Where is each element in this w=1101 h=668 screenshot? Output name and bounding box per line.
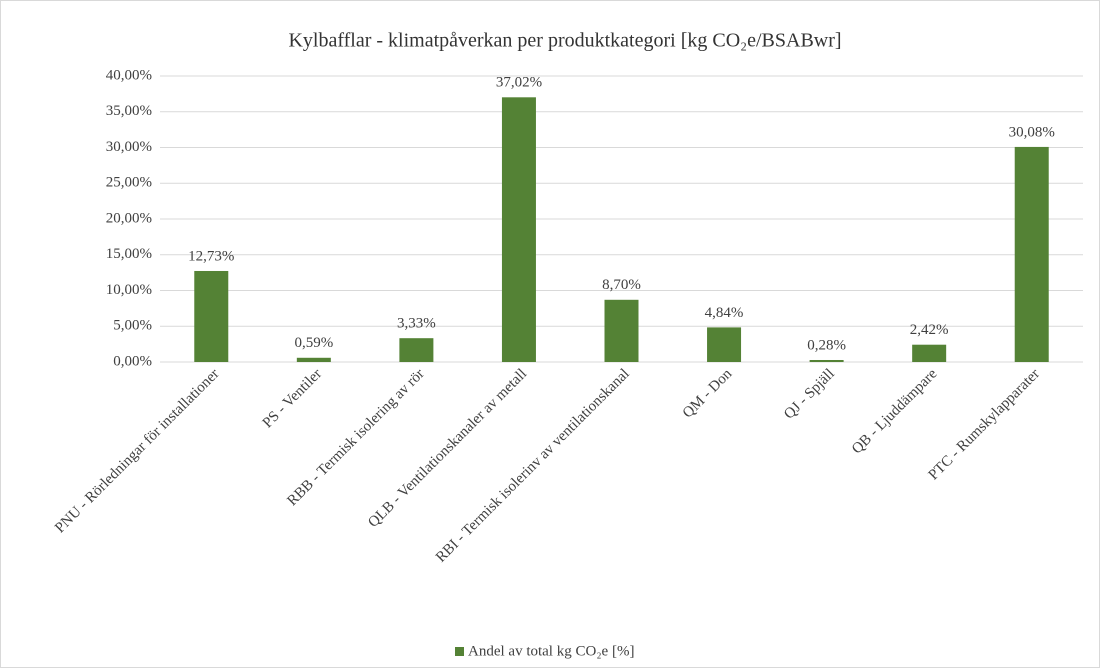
- data-label: 8,70%: [602, 277, 641, 293]
- data-label: 12,73%: [188, 248, 234, 264]
- data-label: 2,42%: [910, 322, 949, 338]
- data-label: 3,33%: [397, 316, 436, 332]
- y-tick-label: 40,00%: [106, 67, 152, 83]
- y-tick-label: 30,00%: [106, 139, 152, 155]
- y-tick-label: 5,00%: [113, 318, 152, 334]
- data-label: 37,02%: [496, 75, 542, 91]
- y-tick-label: 20,00%: [106, 210, 152, 226]
- data-label: 4,84%: [705, 305, 744, 321]
- bar: [1014, 146, 1049, 362]
- data-label: 30,08%: [1009, 124, 1055, 140]
- chart-title: Kylbafflar - klimatpåverkan per produktk…: [288, 30, 841, 52]
- data-label: 0,59%: [294, 335, 333, 351]
- y-tick-label: 10,00%: [106, 282, 152, 298]
- y-tick-label: 15,00%: [106, 246, 152, 262]
- bar: [809, 359, 844, 362]
- y-tick-label: 35,00%: [106, 103, 152, 119]
- bar: [399, 338, 434, 362]
- bar: [912, 344, 947, 362]
- legend-swatch: [455, 647, 464, 656]
- bar: [604, 299, 639, 362]
- bar: [501, 97, 536, 362]
- y-tick-label: 0,00%: [113, 353, 152, 369]
- legend-label: Andel av total kg CO₂e [%]: [468, 643, 634, 659]
- y-tick-label: 25,00%: [106, 175, 152, 191]
- data-label: 0,28%: [807, 337, 846, 353]
- bar: [296, 357, 331, 362]
- bar: [194, 270, 229, 362]
- bar: [707, 327, 742, 362]
